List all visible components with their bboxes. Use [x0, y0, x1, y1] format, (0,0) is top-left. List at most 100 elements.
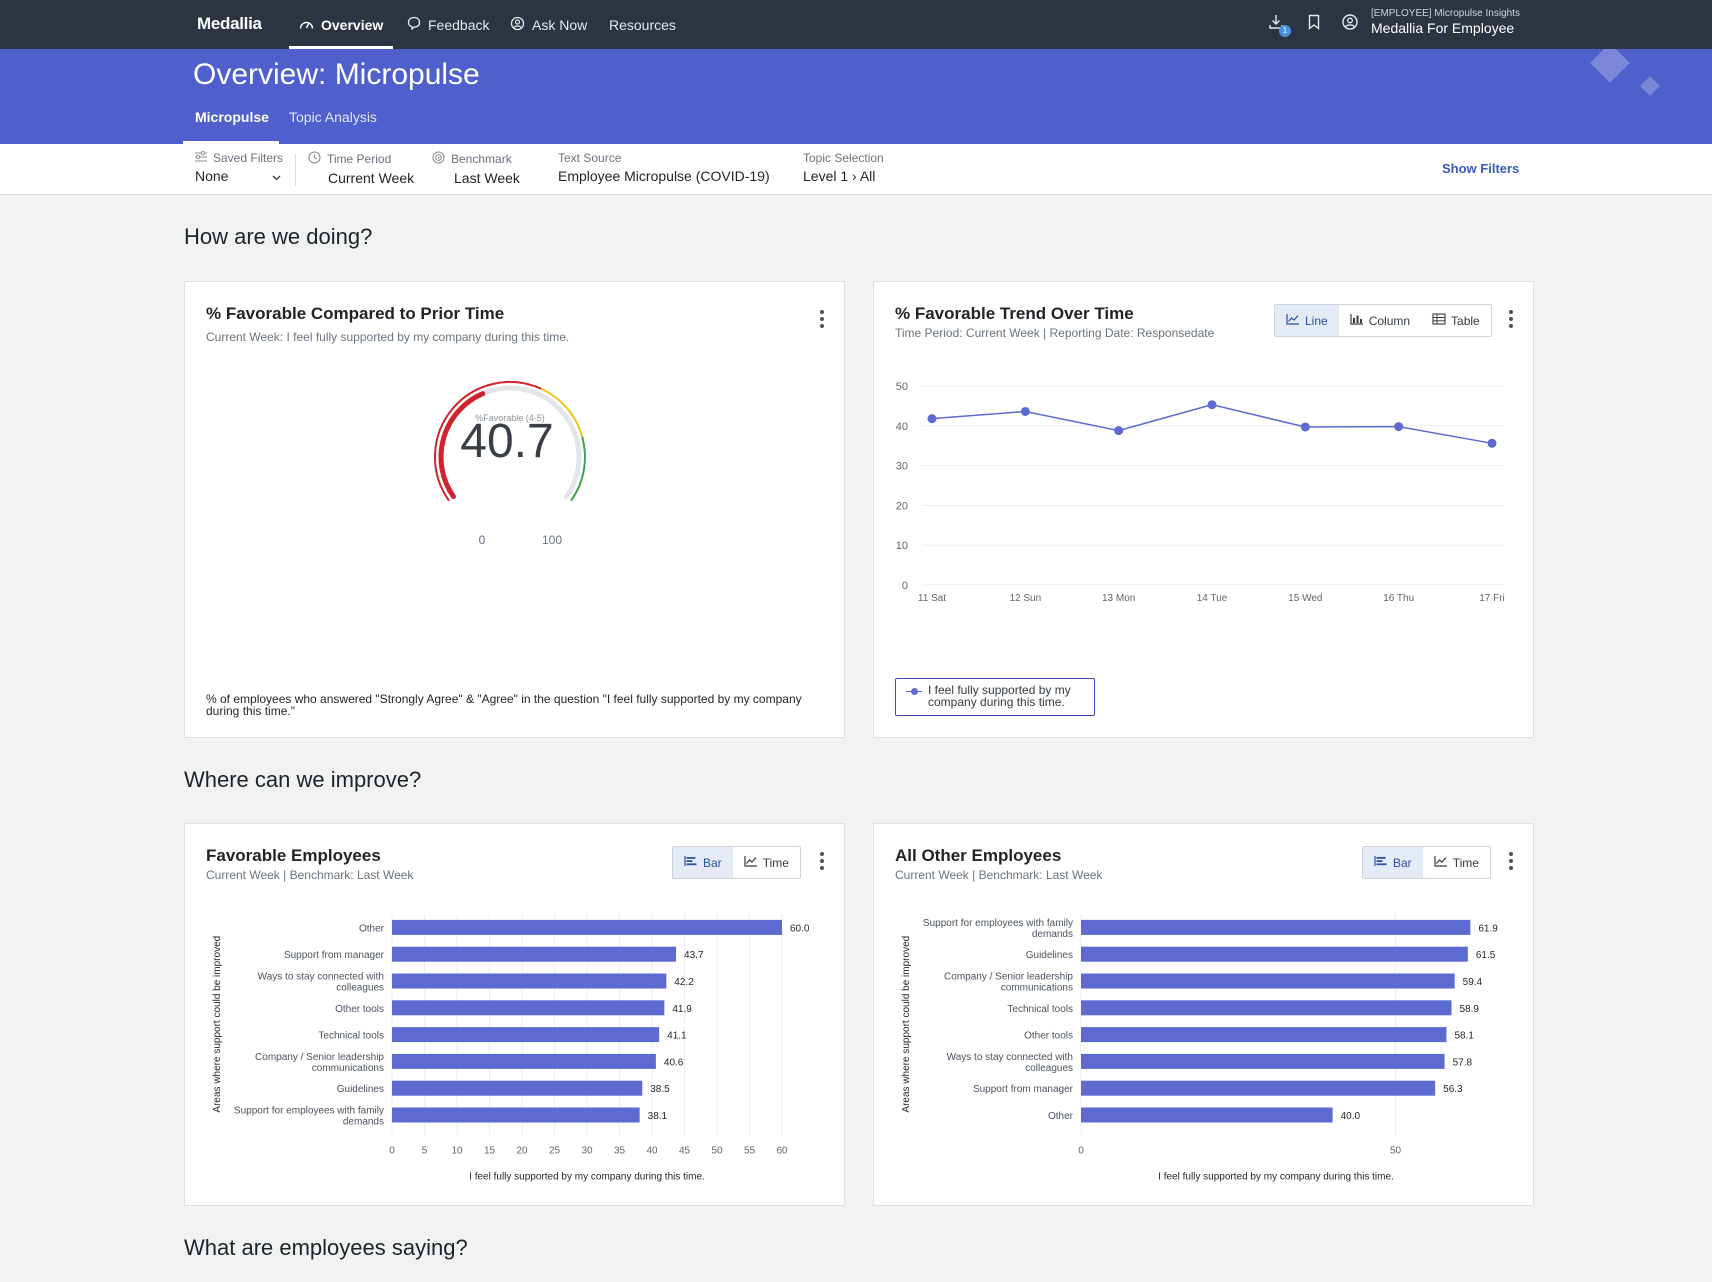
- bar[interactable]: [1081, 1080, 1436, 1096]
- topic-selection-filter[interactable]: Topic Selection Level 1 › All: [803, 151, 884, 184]
- x-tick-label: 40: [646, 1145, 658, 1156]
- data-point[interactable]: [927, 414, 937, 424]
- bookmark-button[interactable]: [1308, 14, 1320, 35]
- filter-bar: Saved Filters None Time Period Current W…: [0, 144, 1712, 195]
- nav-resources[interactable]: Resources: [609, 0, 676, 49]
- download-button[interactable]: 1: [1269, 14, 1291, 37]
- category-label: Guidelines: [337, 1084, 384, 1095]
- bar[interactable]: [1081, 1053, 1445, 1069]
- time-view-label: Time: [1452, 855, 1479, 870]
- bar-view-label: Bar: [1393, 855, 1412, 870]
- bar[interactable]: [392, 1027, 660, 1043]
- more-options-icon[interactable]: [820, 852, 824, 873]
- tab-micropulse[interactable]: Micropulse: [195, 109, 269, 125]
- more-options-icon[interactable]: [1509, 310, 1513, 331]
- text-source-filter[interactable]: Text Source Employee Micropulse (COVID-1…: [558, 151, 770, 184]
- saved-filters-dropdown[interactable]: Saved Filters None: [195, 150, 283, 184]
- nav-feedback[interactable]: Feedback: [407, 0, 489, 49]
- medallia-logo[interactable]: Medallia: [197, 14, 262, 33]
- card-title: Favorable Employees: [206, 846, 381, 865]
- bar-value-label: 60.0: [790, 923, 810, 934]
- page-header: Overview: Micropulse Micropulse Topic An…: [0, 49, 1712, 144]
- active-tab-indicator: [183, 141, 279, 144]
- bar[interactable]: [1081, 946, 1468, 962]
- time-period-filter[interactable]: Time Period Current Week: [308, 151, 414, 186]
- bar[interactable]: [392, 1000, 665, 1016]
- bar[interactable]: [392, 946, 677, 962]
- category-label: Other: [1048, 1111, 1074, 1122]
- bar[interactable]: [1081, 973, 1455, 989]
- data-point[interactable]: [1487, 438, 1497, 448]
- data-point[interactable]: [1207, 400, 1217, 410]
- category-label: Other tools: [335, 1004, 384, 1015]
- bar-view-button[interactable]: Bar: [673, 847, 733, 878]
- clock-icon: [308, 151, 321, 167]
- time-chart-icon: [744, 855, 758, 870]
- chevron-down-icon: [272, 168, 281, 184]
- bar[interactable]: [1081, 1027, 1447, 1043]
- bar-value-label: 42.2: [674, 977, 694, 988]
- favorable-bar-chart: 0 5 10 15 20 25 30 35 40 45 50 55 60 60.0 Other 43.7 Sup…: [212, 914, 810, 1182]
- user-profile-button[interactable]: [1342, 14, 1358, 35]
- bar[interactable]: [392, 919, 782, 935]
- nav-overview[interactable]: Overview: [288, 0, 394, 49]
- category-label: Ways to stay connected with colleagues: [258, 972, 384, 994]
- tab-topic-analysis[interactable]: Topic Analysis: [289, 109, 377, 125]
- x-tick-label: 50: [1390, 1145, 1402, 1156]
- x-tick-label: 13 Mon: [1102, 593, 1135, 604]
- trend-line-chart: 0 10 20 30 40 50 11 Sat 12 Sun 13 Mon 14 Tue 15 We…: [896, 381, 1505, 604]
- bar[interactable]: [392, 1053, 656, 1069]
- bar[interactable]: [392, 1080, 643, 1096]
- bar[interactable]: [392, 973, 667, 989]
- more-options-icon[interactable]: [820, 310, 824, 331]
- line-view-button[interactable]: Line: [1275, 305, 1339, 336]
- x-tick-label: 50: [711, 1145, 723, 1156]
- table-view-button[interactable]: Table: [1421, 305, 1491, 336]
- x-tick-label: 35: [614, 1145, 626, 1156]
- x-axis-title: I feel fully supported by my company dur…: [1158, 1171, 1394, 1182]
- data-point[interactable]: [1114, 426, 1124, 436]
- bar-chart-icon: [684, 855, 698, 870]
- chat-bubble-icon: [407, 16, 421, 33]
- data-point[interactable]: [1020, 406, 1030, 416]
- legend-dot-marker: [911, 688, 918, 695]
- bar[interactable]: [1081, 1107, 1333, 1123]
- view-toggle: Bar Time: [1362, 846, 1491, 879]
- account-switcher[interactable]: [EMPLOYEE] Micropulse Insights Medallia …: [1371, 8, 1520, 36]
- x-tick-label: 5: [422, 1145, 428, 1156]
- section-title-doing: How are we doing?: [184, 224, 373, 249]
- bar-value-label: 58.1: [1454, 1031, 1474, 1042]
- nav-ask-now[interactable]: Ask Now: [510, 0, 587, 49]
- column-chart-icon: [1350, 313, 1364, 328]
- data-point[interactable]: [1300, 422, 1310, 432]
- line-chart-icon: [1286, 313, 1300, 328]
- chart-type-toggle: Line Column Table: [1274, 304, 1492, 337]
- gauge-rim-green: [570, 436, 586, 502]
- bar-value-label: 43.7: [684, 950, 704, 961]
- gauge-value: 40.7: [460, 415, 553, 468]
- y-tick-label: 10: [896, 540, 908, 552]
- bar[interactable]: [1081, 1000, 1452, 1016]
- chart-legend[interactable]: I feel fully supported by my company dur…: [895, 678, 1095, 716]
- data-point[interactable]: [1394, 422, 1404, 432]
- time-view-button[interactable]: Time: [733, 847, 800, 878]
- x-tick-label: 15: [484, 1145, 496, 1156]
- more-options-icon[interactable]: [1509, 852, 1513, 873]
- bookmark-icon: [1308, 14, 1320, 34]
- benchmark-filter[interactable]: Benchmark Last Week: [432, 151, 520, 186]
- card-title: % Favorable Trend Over Time: [895, 304, 1134, 323]
- time-view-label: Time: [762, 855, 789, 870]
- bar[interactable]: [392, 1107, 640, 1123]
- bar-view-button[interactable]: Bar: [1363, 847, 1423, 878]
- bar[interactable]: [1081, 919, 1471, 935]
- time-view-button[interactable]: Time: [1423, 847, 1490, 878]
- section-title-improve: Where can we improve?: [184, 767, 422, 792]
- show-filters-link[interactable]: Show Filters: [1442, 161, 1520, 176]
- gauge-rim-yellow: [540, 388, 584, 439]
- category-label: Other tools: [1024, 1031, 1073, 1042]
- gauge-value-arc: [438, 391, 486, 500]
- people-gear-icon: [510, 16, 525, 34]
- bar-value-label: 59.4: [1463, 977, 1483, 988]
- target-icon: [432, 151, 445, 167]
- column-view-button[interactable]: Column: [1339, 305, 1421, 336]
